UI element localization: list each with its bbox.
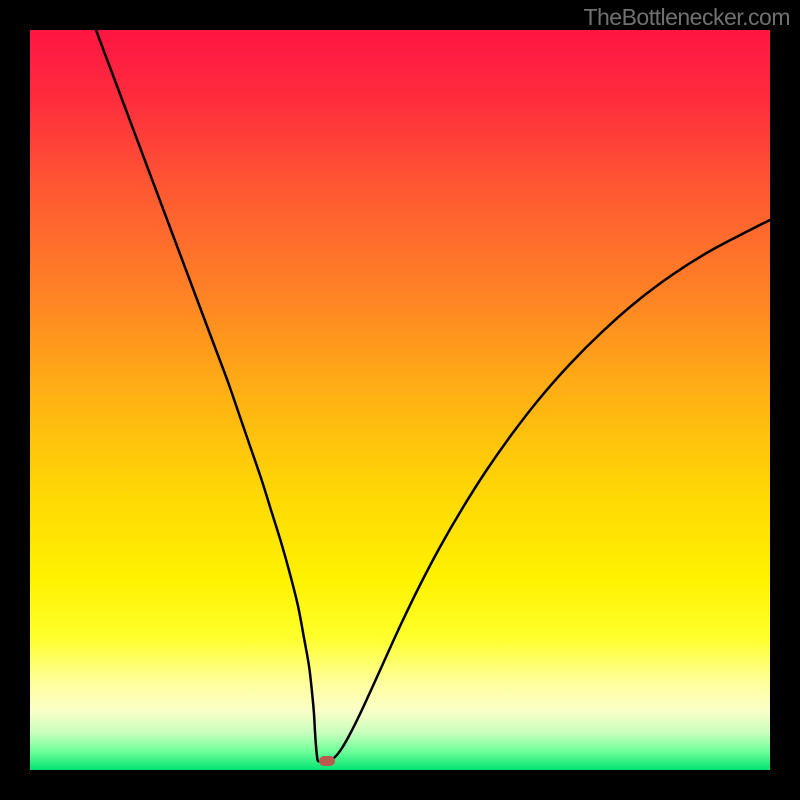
chart-curve-layer: [30, 30, 770, 770]
chart-frame: [30, 30, 770, 770]
curve-right-branch: [328, 220, 770, 761]
chart-marker-dot: [319, 756, 335, 766]
watermark-text: TheBottlenecker.com: [583, 4, 790, 31]
curve-left-branch: [96, 30, 328, 761]
